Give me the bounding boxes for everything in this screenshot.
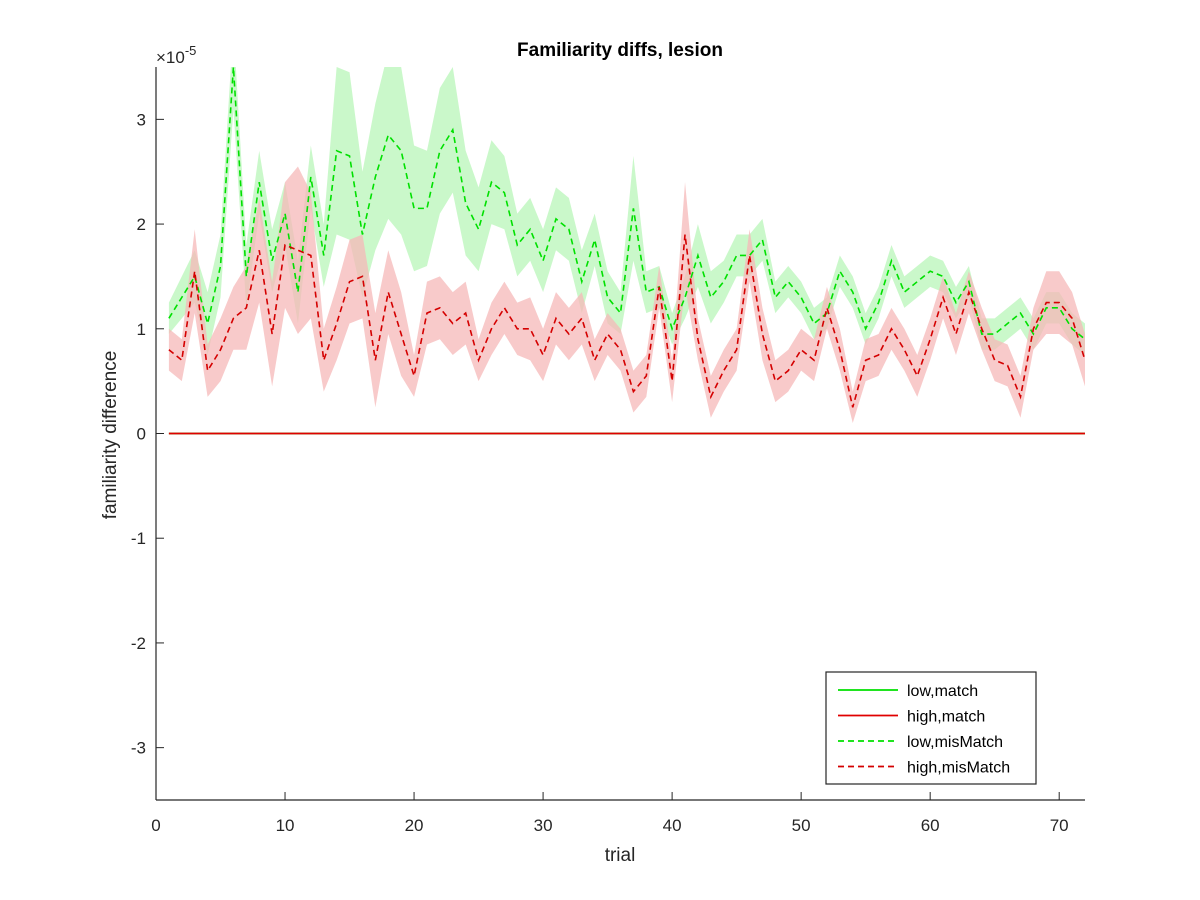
x-tick-label: 70: [1050, 816, 1069, 835]
series-line-high-mismatch: [168, 234, 1085, 408]
y-axis-label: familiarity difference: [100, 351, 121, 520]
x-tick-label: 20: [405, 816, 424, 835]
y-exponent-power: -5: [185, 43, 197, 58]
y-tick-label: 3: [137, 110, 146, 129]
legend-label: low,misMatch: [907, 734, 1003, 751]
legend-label: low,match: [907, 683, 978, 700]
band-high-mismatch: [168, 166, 1085, 424]
y-tick-label: -3: [131, 739, 146, 758]
x-tick-label: 40: [663, 816, 682, 835]
x-tick-label: 10: [276, 816, 295, 835]
legend-label: high,match: [907, 709, 985, 726]
y-exponent-base: ×10: [156, 48, 185, 67]
y-exponent-label: ×10-5: [156, 43, 196, 67]
y-tick-label: -2: [131, 634, 146, 653]
series-line-low-mismatch: [168, 67, 1085, 340]
legend-label: high,misMatch: [907, 760, 1010, 777]
x-tick-label: 30: [534, 816, 553, 835]
x-tick-label: 60: [921, 816, 940, 835]
legend: low,match high,match low,misMatch high,misM…: [825, 671, 1037, 785]
y-tick-label: -1: [131, 529, 146, 548]
y-tick-label: 1: [137, 320, 146, 339]
band-low-mismatch: [168, 67, 1085, 355]
series-lines: [168, 67, 1085, 435]
y-tick-label: 2: [137, 215, 146, 234]
axes: 0 10 20 30 40 50 60 70 -3 -2 -1 0 1 2 3: [131, 67, 1085, 835]
x-tick-label: 0: [151, 816, 160, 835]
x-axis-label: trial: [605, 845, 636, 866]
chart-title: Familiarity diffs, lesion: [517, 40, 723, 61]
confidence-bands: [168, 67, 1085, 424]
x-tick-label: 50: [792, 816, 811, 835]
y-tick-label: 0: [137, 425, 146, 444]
